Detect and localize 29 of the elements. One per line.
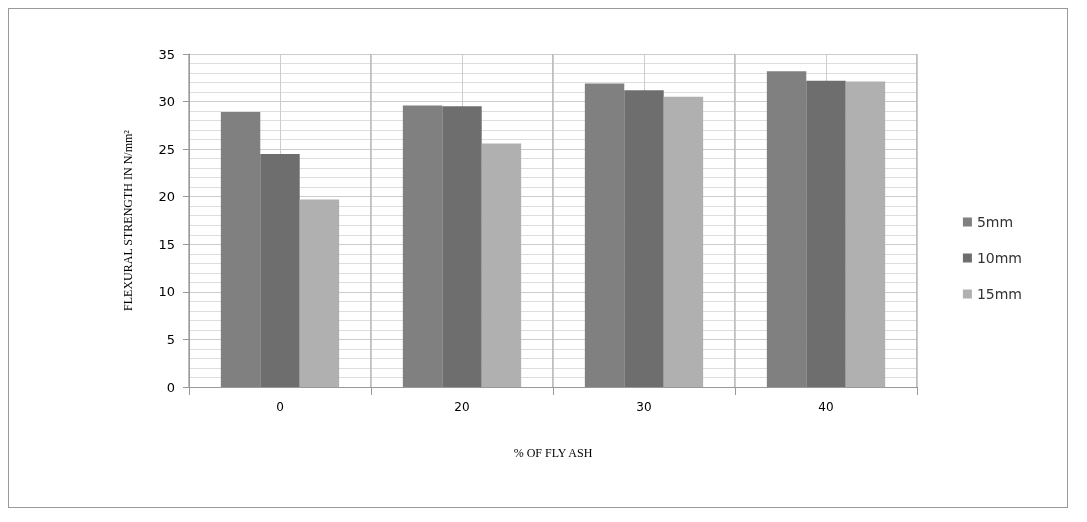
bar: [442, 106, 482, 387]
y-tick-label: 5: [166, 331, 175, 347]
bar: [220, 112, 261, 387]
bar: [584, 83, 625, 387]
y-tick-label: 0: [166, 379, 175, 395]
x-tick-label: 40: [818, 400, 834, 414]
x-tick-label: 30: [636, 400, 652, 414]
legend-label: 15mm: [976, 286, 1022, 302]
x-axis-title: % OF FLY ASH: [513, 446, 593, 460]
y-tick-label: 30: [158, 94, 175, 110]
x-tick-label: 20: [454, 400, 470, 414]
y-tick-label: 15: [158, 236, 175, 252]
y-tick-label: 35: [158, 46, 175, 62]
bar: [766, 71, 807, 387]
bar: [299, 199, 340, 387]
y-tick-label: 25: [158, 141, 175, 157]
bar: [402, 105, 443, 387]
bar: [260, 153, 300, 387]
bar: [806, 80, 846, 387]
y-axis-title: FLEXURAL STRENGTH IN N/mm²: [121, 129, 135, 311]
y-tick-label: 20: [158, 189, 175, 205]
bar: [481, 143, 522, 387]
bar: [624, 90, 664, 387]
y-tick-label: 10: [158, 284, 175, 300]
x-tick-label: 0: [276, 400, 284, 414]
bar: [845, 81, 886, 387]
bar: [663, 96, 704, 387]
legend-label: 10mm: [976, 250, 1022, 266]
legend-label: 5mm: [976, 214, 1014, 230]
